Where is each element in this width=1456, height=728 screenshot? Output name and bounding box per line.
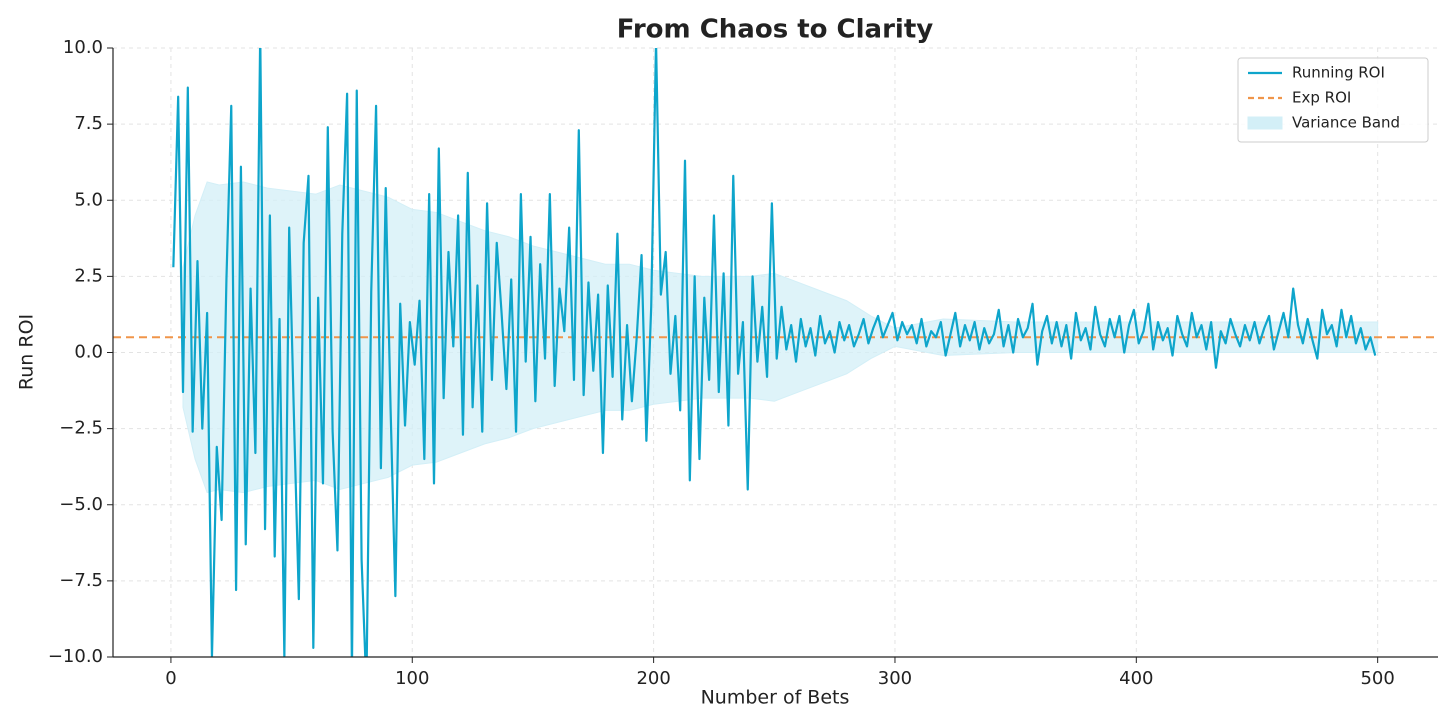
x-tick-label: 300 [878, 668, 912, 689]
y-tick-label: −10.0 [48, 646, 103, 667]
legend-swatch [1247, 116, 1283, 130]
axes: −10.0 −7.5 −5.0 −2.5 0.0 2.5 5.0 7.5 10.0 0 100 200… [48, 37, 1438, 689]
y-tick-label: 5.0 [74, 189, 103, 210]
y-tick-label: 0.0 [74, 342, 103, 363]
y-tick-label: −7.5 [59, 570, 103, 591]
y-tick-label: −5.0 [59, 494, 103, 515]
x-tick-label: 0 [165, 668, 176, 689]
y-tick-label: 7.5 [74, 113, 103, 134]
plot-area [113, 48, 1438, 657]
y-tick-label: −2.5 [59, 418, 103, 439]
x-tick-label: 200 [636, 668, 670, 689]
x-tick-label: 500 [1360, 668, 1394, 689]
legend-label: Running ROI [1292, 64, 1385, 82]
y-tick-label: 2.5 [74, 265, 103, 286]
x-tick-label: 400 [1119, 668, 1153, 689]
legend-label: Exp ROI [1292, 89, 1351, 107]
legend-box [1237, 57, 1429, 143]
legend-label: Variance Band [1292, 114, 1400, 132]
roi-line [172, 48, 1377, 657]
x-tick-label: 100 [395, 668, 429, 689]
legend: Running ROI Exp ROI Variance Band [1237, 57, 1429, 143]
y-tick-label: 10.0 [63, 37, 103, 58]
x-axis-label: Number of Bets [701, 687, 850, 709]
y-axis-label: Run ROI [16, 314, 38, 390]
chart-title: From Chaos to Clarity [617, 15, 933, 45]
